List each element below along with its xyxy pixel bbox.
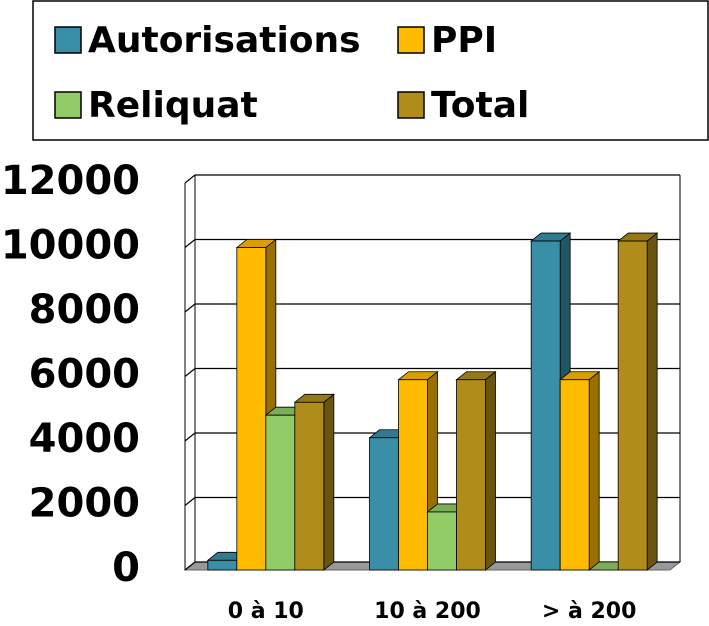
- bar: [456, 379, 486, 571]
- bar: [559, 379, 590, 571]
- y-tick-label: 4000: [29, 416, 140, 462]
- x-tick-label: 10 à 200: [374, 599, 481, 624]
- y-tick-label: 8000: [29, 287, 140, 333]
- x-tick-label: > à 200: [542, 599, 637, 624]
- legend-swatch: [54, 26, 82, 54]
- legend-swatch: [397, 26, 425, 54]
- bar: [530, 240, 561, 571]
- bar: [294, 401, 325, 571]
- bar: [369, 437, 399, 571]
- legend-label: Total: [431, 85, 529, 126]
- legend-label: Autorisations: [88, 20, 361, 61]
- grid-line: [184, 367, 680, 377]
- grid-line: [184, 238, 680, 248]
- legend-box: [32, 0, 709, 141]
- grid-line: [184, 561, 680, 571]
- bar-side: [646, 232, 658, 571]
- bar-side: [485, 370, 496, 571]
- bar: [427, 511, 457, 571]
- bar: [265, 414, 296, 571]
- bar-side: [588, 370, 600, 571]
- legend-swatch: [54, 91, 82, 119]
- bar-side: [323, 393, 335, 571]
- grid-line: [184, 174, 680, 184]
- y-tick-label: 6000: [29, 352, 140, 398]
- y-tick-label: 10000: [1, 223, 140, 269]
- x-tick-label: 0 à 10: [228, 599, 304, 624]
- legend-swatch: [397, 91, 425, 119]
- y-tick-label: 12000: [1, 158, 140, 204]
- grid-line: [184, 432, 680, 442]
- y-tick-label: 2000: [29, 481, 140, 527]
- bar: [236, 247, 267, 571]
- grid-line: [184, 496, 680, 506]
- legend-label: Reliquat: [88, 85, 258, 126]
- bar: [617, 240, 648, 571]
- y-tick-label: 0: [112, 545, 140, 591]
- grid-line: [184, 303, 680, 313]
- bar: [207, 559, 238, 571]
- bar: [398, 379, 428, 571]
- legend-label: PPI: [431, 20, 497, 61]
